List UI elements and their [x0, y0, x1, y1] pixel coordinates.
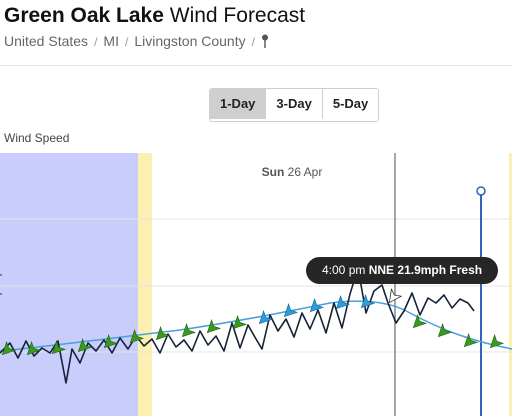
tooltip-rating: Fresh [449, 263, 483, 277]
breadcrumb-country[interactable]: United States [4, 33, 89, 49]
wind-chart[interactable]: Sun 26 Apr [0, 153, 512, 416]
now-marker-handle[interactable] [476, 186, 486, 196]
wind-arrow-icon [412, 313, 428, 329]
wind-arrow-icon [258, 309, 274, 325]
tooltip-time: 4:00 pm [322, 263, 366, 277]
wind-arrow-icon [437, 322, 453, 338]
wind-speed-line [0, 267, 475, 384]
wind-arrow-icon [77, 337, 93, 353]
sunrise-band [138, 153, 152, 416]
wind-direction-arrows [1, 288, 505, 356]
wind-arrow-icon [1, 340, 17, 356]
wind-arrow-icon [283, 302, 299, 318]
breadcrumb-separator: / [124, 35, 129, 49]
location-name: Green Oak Lake [4, 4, 164, 27]
wind-arrow-icon [26, 340, 42, 356]
wind-arrow-icon [155, 325, 171, 341]
wind-arrow-icon [51, 339, 67, 355]
wind-tooltip: 4:00 pm NNE 21.9mph Fresh [306, 257, 499, 284]
breadcrumb-separator: / [94, 35, 98, 49]
night-band [0, 153, 138, 416]
wind-arrow-icon [463, 332, 479, 348]
breadcrumb-county[interactable]: Livingston County [134, 33, 246, 49]
map-pin-icon[interactable] [261, 34, 269, 51]
wind-speed-label: Wind Speed [4, 131, 70, 145]
wind-arrow-icon [103, 333, 119, 349]
wind-arrow-icon [388, 288, 403, 304]
header-divider [0, 65, 512, 66]
range-5-day-button[interactable]: 5-Day [322, 89, 379, 119]
date-label: Sun 26 Apr [262, 165, 323, 179]
wind-arrow-icon [206, 318, 222, 334]
title-suffix: Wind Forecast [163, 4, 306, 27]
sunset-band [509, 153, 512, 416]
wind-arrow-icon [489, 333, 505, 349]
wind-arrow-icon [181, 322, 197, 338]
range-1-day-button[interactable]: 1-Day [210, 89, 267, 119]
wind-arrow-icon [232, 314, 248, 330]
breadcrumb-separator: / [251, 35, 255, 49]
wind-arrow-icon [360, 293, 376, 309]
wind-arrow-icon [309, 297, 325, 313]
tooltip-speed: 21.9mph [397, 263, 447, 277]
page-title: Green Oak Lake Wind Forecast [4, 4, 305, 28]
breadcrumb: United States / MI / Livingston County / [4, 33, 269, 51]
tooltip-direction: NNE [368, 263, 395, 277]
breadcrumb-state[interactable]: MI [103, 33, 119, 49]
forecast-range-toggle: 1-Day 3-Day 5-Day [209, 88, 380, 122]
wind-arrow-icon [335, 294, 351, 310]
wind-arrow-icon [129, 328, 145, 344]
range-3-day-button[interactable]: 3-Day [266, 89, 323, 119]
